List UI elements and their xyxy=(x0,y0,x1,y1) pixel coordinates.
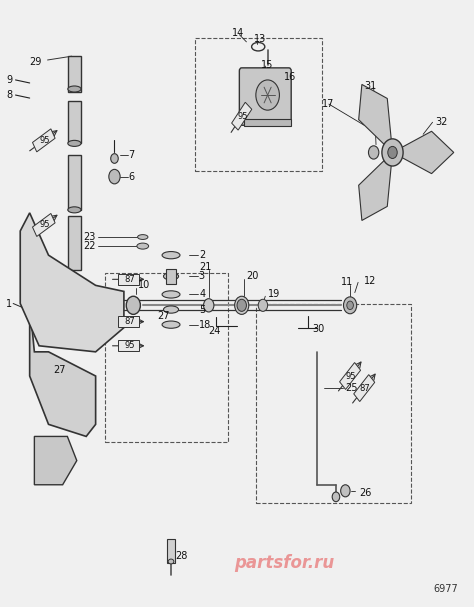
Text: 10: 10 xyxy=(138,280,150,290)
FancyBboxPatch shape xyxy=(167,539,174,563)
Bar xyxy=(232,103,252,130)
Ellipse shape xyxy=(126,296,140,314)
Text: 5: 5 xyxy=(199,305,206,314)
Text: 9: 9 xyxy=(6,75,12,85)
Text: 95: 95 xyxy=(237,112,248,121)
Text: 1: 1 xyxy=(6,299,12,308)
Text: 8: 8 xyxy=(6,90,12,100)
Text: 4: 4 xyxy=(199,290,205,299)
Circle shape xyxy=(341,485,350,497)
Ellipse shape xyxy=(164,273,179,280)
Circle shape xyxy=(258,299,268,311)
Ellipse shape xyxy=(137,235,148,239)
Text: 29: 29 xyxy=(30,56,72,67)
Text: 20: 20 xyxy=(246,271,259,281)
Polygon shape xyxy=(30,304,96,436)
Text: 95: 95 xyxy=(39,220,50,229)
Circle shape xyxy=(256,80,279,110)
Text: 15: 15 xyxy=(261,60,273,70)
Bar xyxy=(339,362,361,390)
Bar xyxy=(118,274,139,285)
Text: 25: 25 xyxy=(346,383,358,393)
Ellipse shape xyxy=(162,251,180,259)
Text: 26: 26 xyxy=(359,487,372,498)
Text: 7: 7 xyxy=(128,151,135,160)
Text: 19: 19 xyxy=(268,290,280,299)
Text: 87: 87 xyxy=(124,317,135,326)
Text: 6977: 6977 xyxy=(434,583,458,594)
Text: 95: 95 xyxy=(124,341,135,350)
Bar xyxy=(118,341,139,351)
Ellipse shape xyxy=(368,146,379,159)
FancyBboxPatch shape xyxy=(68,216,81,270)
Circle shape xyxy=(332,492,340,501)
Ellipse shape xyxy=(203,299,214,312)
Ellipse shape xyxy=(235,296,249,314)
FancyBboxPatch shape xyxy=(68,101,81,143)
Polygon shape xyxy=(35,436,77,485)
Circle shape xyxy=(237,299,246,311)
Text: 12: 12 xyxy=(364,276,377,285)
Text: partsfor.ru: partsfor.ru xyxy=(234,554,334,572)
Text: 28: 28 xyxy=(176,551,188,561)
Text: 23: 23 xyxy=(83,232,96,242)
Text: 27: 27 xyxy=(157,311,169,320)
Bar xyxy=(354,375,375,402)
Circle shape xyxy=(109,169,120,184)
Ellipse shape xyxy=(68,207,81,213)
Bar xyxy=(33,214,55,237)
Circle shape xyxy=(347,301,354,310)
Circle shape xyxy=(111,154,118,163)
Text: 87: 87 xyxy=(360,384,371,393)
Bar xyxy=(33,129,55,152)
Text: 11: 11 xyxy=(341,277,353,287)
FancyBboxPatch shape xyxy=(68,155,81,210)
Text: 17: 17 xyxy=(322,99,334,109)
Text: 13: 13 xyxy=(254,34,266,44)
Text: 3: 3 xyxy=(199,271,209,281)
Text: 95: 95 xyxy=(346,371,356,381)
Text: 24: 24 xyxy=(209,326,221,336)
Ellipse shape xyxy=(344,297,357,314)
Polygon shape xyxy=(20,213,124,352)
FancyBboxPatch shape xyxy=(239,68,291,125)
Text: 21: 21 xyxy=(199,262,212,273)
Polygon shape xyxy=(392,131,454,174)
Ellipse shape xyxy=(382,139,403,166)
Text: 14: 14 xyxy=(232,29,245,38)
Ellipse shape xyxy=(168,559,174,564)
Text: 30: 30 xyxy=(312,324,325,334)
Text: 27: 27 xyxy=(53,365,66,375)
Text: 95: 95 xyxy=(39,136,50,145)
Ellipse shape xyxy=(68,140,81,146)
Polygon shape xyxy=(359,152,392,220)
Text: 2: 2 xyxy=(199,250,206,260)
Circle shape xyxy=(388,146,397,158)
Ellipse shape xyxy=(164,306,179,313)
Text: 32: 32 xyxy=(435,117,447,127)
FancyBboxPatch shape xyxy=(68,56,81,92)
Text: 87: 87 xyxy=(124,275,135,284)
Ellipse shape xyxy=(162,321,180,328)
Ellipse shape xyxy=(162,291,180,298)
FancyBboxPatch shape xyxy=(244,118,291,126)
Text: 6: 6 xyxy=(128,172,135,181)
Text: 31: 31 xyxy=(364,81,376,91)
FancyBboxPatch shape xyxy=(166,269,176,284)
Ellipse shape xyxy=(68,86,81,92)
Bar xyxy=(118,316,139,327)
Text: 18: 18 xyxy=(199,320,211,330)
Text: 22: 22 xyxy=(83,241,96,251)
Ellipse shape xyxy=(137,243,149,249)
Text: 16: 16 xyxy=(284,72,296,82)
Polygon shape xyxy=(359,84,392,152)
